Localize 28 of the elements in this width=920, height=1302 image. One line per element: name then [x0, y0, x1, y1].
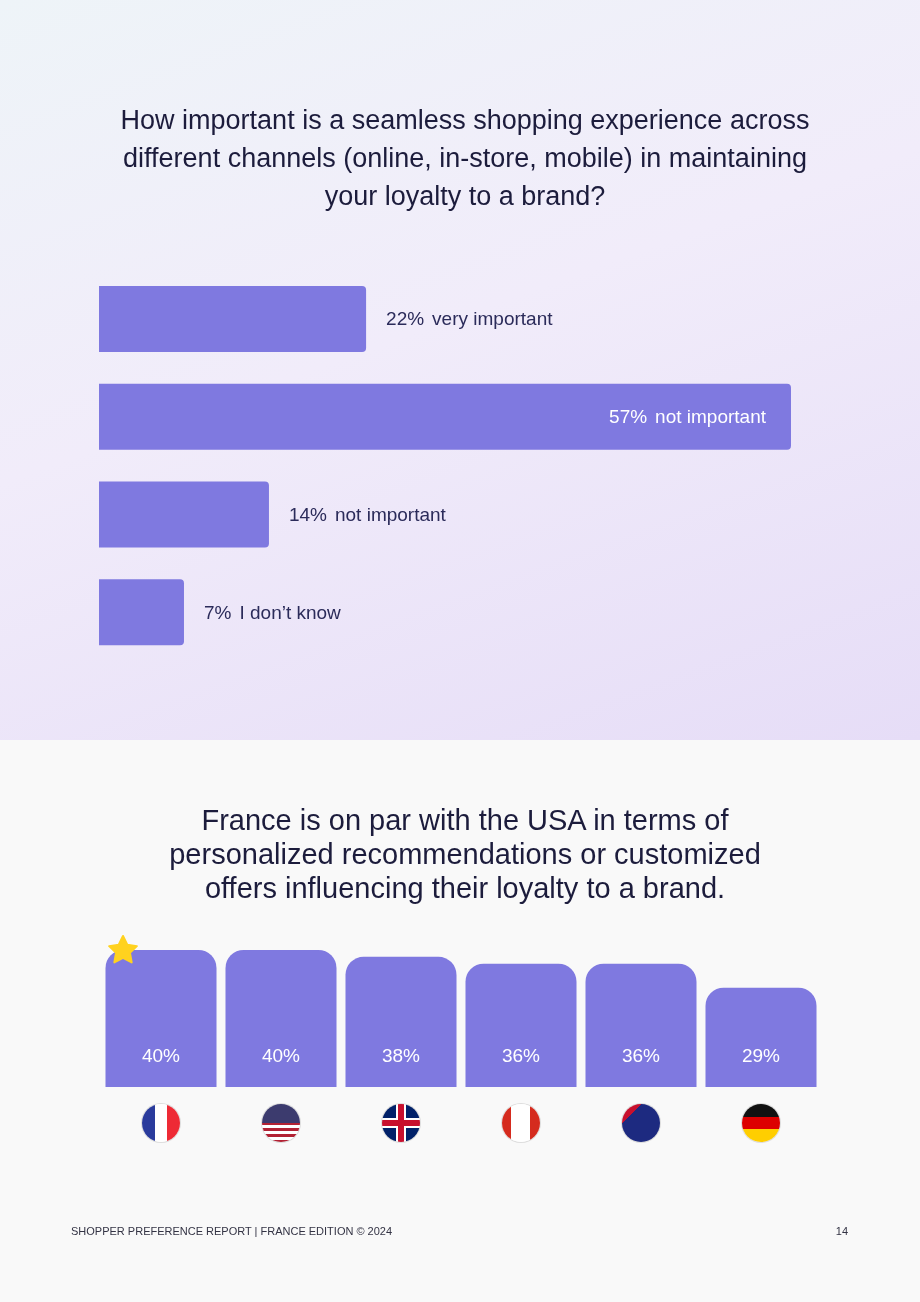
bar: [465, 963, 577, 1087]
data-label: 57%: [609, 406, 648, 428]
chart-title: How important is a seamless shopping experience across different channels (online, in-store, mobile) in maintaining your loyalty to a brand?: [120, 105, 810, 211]
data-label: 22%: [386, 308, 425, 330]
y-tick-label: not important: [334, 503, 447, 525]
data-label: 29%: [741, 1045, 781, 1066]
bar: [105, 950, 217, 1087]
bar: [345, 956, 457, 1087]
bar: [99, 579, 184, 646]
bar: [99, 481, 269, 548]
data-label: 40%: [141, 1045, 181, 1066]
text: SHOPPER PREFERENCE REPORT | FRANCE EDITION © 2024: [71, 1224, 393, 1237]
bar: [225, 950, 337, 1087]
bar: [99, 285, 367, 352]
data-label: 14%: [288, 503, 328, 525]
bar: [705, 987, 817, 1087]
data-label: 7%: [203, 601, 232, 623]
data-label: 38%: [381, 1045, 421, 1066]
bar: [585, 963, 697, 1087]
bar: [99, 383, 791, 450]
y-tick-label: not important: [655, 406, 767, 428]
chart-title: France is on par with the USA in terms of personalized recommendations or customized offers influencing their loyalty to a brand.: [169, 804, 761, 904]
data-label: 36%: [621, 1045, 661, 1066]
y-tick-label: I don’t know: [239, 601, 342, 623]
data-label: 40%: [261, 1045, 301, 1066]
text: 14: [835, 1224, 849, 1237]
data-label: 36%: [501, 1045, 541, 1066]
y-tick-label: very important: [432, 308, 554, 330]
